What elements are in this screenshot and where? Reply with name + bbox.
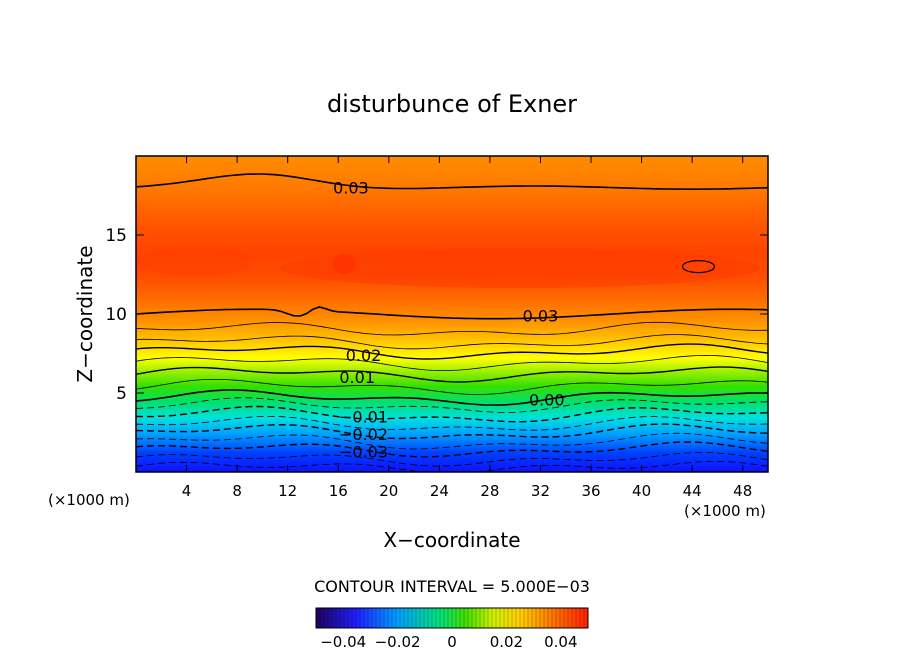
contour-lines	[136, 173, 768, 472]
contour-line	[136, 334, 768, 350]
contour-label: 0.00	[529, 390, 565, 409]
contour-label: −0.03	[339, 442, 388, 461]
x-axis-label: X−coordinate	[383, 528, 520, 552]
colorbar-fill	[316, 608, 588, 628]
colorbar-tick-label: 0	[447, 633, 457, 651]
x-tick-label: 12	[278, 482, 297, 500]
contour-line	[136, 416, 768, 431]
x-tick-label: 4	[182, 482, 192, 500]
contour-line	[136, 366, 768, 383]
colorbar-tick-label: 0.02	[490, 633, 523, 651]
y-tick-label: 10	[105, 305, 127, 325]
max-patch	[136, 248, 256, 276]
contour-label: 0.03	[523, 307, 559, 326]
contour-line	[136, 354, 768, 371]
contour-label: −0.02	[339, 425, 388, 444]
x-unit-right: (×1000 m)	[684, 502, 766, 520]
contour-labels: 0.03 0.03 0.02 0.01 0.00 −0.01−0.02−0.03	[333, 179, 565, 462]
x-tick-label: 24	[430, 482, 449, 500]
colorbar-ticks: −0.04 −0.02 0 0.02 0.04	[320, 633, 577, 651]
max-patch	[332, 254, 356, 274]
contour-line	[136, 423, 768, 440]
colorbar-tick-label: 0.04	[544, 633, 577, 651]
colorbar-tick-label: −0.04	[320, 633, 366, 651]
contour-line	[136, 432, 768, 450]
contour-label: 0.03	[333, 179, 369, 198]
contour-label: −0.01	[339, 408, 388, 427]
max-patch	[280, 248, 760, 288]
contour-line	[136, 452, 768, 467]
contour-line	[136, 379, 768, 395]
x-tick-label: 16	[329, 482, 348, 500]
x-tick-label: 20	[379, 482, 398, 500]
contour-line	[136, 397, 768, 413]
x-tick-label: 32	[531, 482, 550, 500]
x-unit-left: (×1000 m)	[48, 491, 130, 509]
contour-line	[136, 461, 768, 472]
x-tick-label: 48	[733, 482, 752, 500]
y-tick-label: 5	[116, 384, 127, 404]
contour-line	[136, 441, 768, 458]
contour-line	[136, 343, 768, 360]
colorbar-stripes	[315, 608, 585, 628]
contour-ellipse	[681, 260, 716, 274]
contour-line	[136, 321, 768, 336]
x-tick-label: 40	[632, 482, 651, 500]
contour-interval-label: CONTOUR INTERVAL = 5.000E−03	[314, 577, 590, 596]
contour-label: 0.01	[339, 368, 375, 387]
contour-line	[136, 306, 768, 320]
colorbar-tick-label: −0.02	[375, 633, 421, 651]
x-tick-label: 36	[581, 482, 600, 500]
x-axis: 4 8 12 16 20 24 28 32 36 40 44 48	[182, 156, 752, 500]
x-tick-label: 28	[480, 482, 499, 500]
plot-field: 0.03 0.03 0.02 0.01 0.00 −0.01−0.02−0.03	[136, 156, 768, 472]
x-tick-label: 44	[683, 482, 702, 500]
colorbar-frame	[315, 607, 589, 629]
colorbar: −0.04 −0.02 0 0.02 0.04	[315, 607, 589, 651]
y-axis-label: Z−coordinate	[73, 245, 97, 382]
chart-title: disturbunce of Exner	[327, 90, 577, 118]
x-tick-label: 8	[232, 482, 242, 500]
contour-line	[136, 173, 768, 190]
contour-line	[136, 389, 768, 406]
contour-line	[136, 405, 768, 423]
contour-label: 0.02	[346, 346, 382, 365]
field-background	[136, 156, 768, 472]
y-tick-label: 15	[105, 226, 127, 246]
y-axis: 5 10 15	[105, 226, 768, 404]
